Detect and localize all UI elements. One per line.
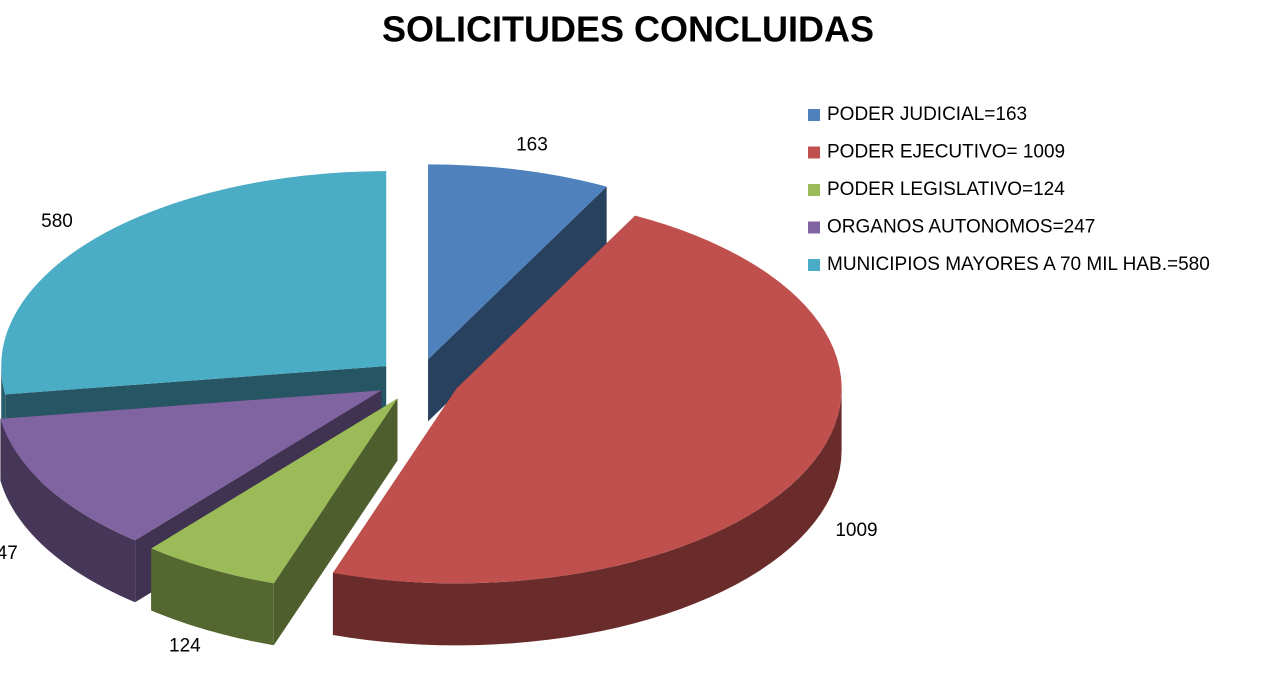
slice-side xyxy=(428,186,607,422)
legend-label: PODER EJECUTIVO= 1009 xyxy=(827,142,1065,163)
slice xyxy=(1,171,387,395)
legend-swatch xyxy=(808,109,820,121)
slice-wall xyxy=(332,388,842,646)
slice-wall xyxy=(0,418,136,603)
slice xyxy=(332,215,842,584)
legend-label: PODER LEGISLATIVO=124 xyxy=(827,179,1065,200)
legend-label: ORGANOS AUTONOMOS=247 xyxy=(827,217,1095,238)
legend-swatch xyxy=(808,146,820,159)
legend-swatch xyxy=(808,259,820,271)
slice xyxy=(428,164,607,360)
data-label: 580 xyxy=(41,211,73,232)
data-label: 124 xyxy=(169,636,201,657)
data-label: 247 xyxy=(0,543,18,564)
legend-swatch xyxy=(808,221,820,234)
legend-label: PODER JUDICIAL=163 xyxy=(827,104,1027,125)
slice xyxy=(0,390,382,541)
chart-title: SOLICITUDES CONCLUIDAS xyxy=(382,9,874,50)
legend-swatch xyxy=(808,184,820,196)
slice xyxy=(151,398,398,584)
data-label: 163 xyxy=(516,134,548,155)
legend-label: MUNICIPIOS MAYORES A 70 MIL HAB.=580 xyxy=(827,254,1210,275)
slice-wall xyxy=(151,548,274,646)
data-label: 1009 xyxy=(835,520,877,541)
